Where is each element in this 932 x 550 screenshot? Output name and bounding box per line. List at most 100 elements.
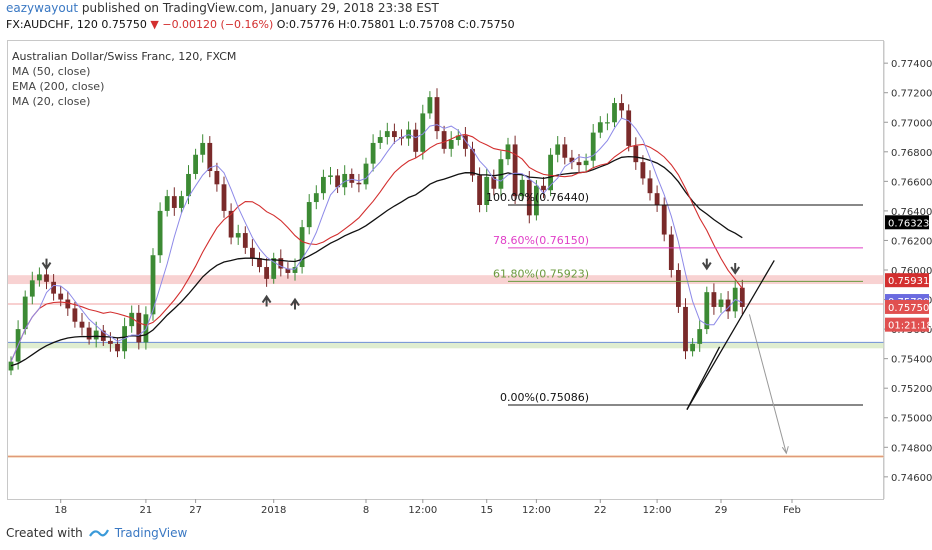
candle-body-8[interactable]: [65, 299, 71, 309]
candle-body-78[interactable]: [562, 144, 568, 158]
legend-ema200[interactable]: EMA (200, close): [12, 80, 104, 93]
candle-body-12[interactable]: [93, 330, 99, 340]
candle-body-99[interactable]: [711, 292, 717, 307]
ma20-line[interactable]: [10, 117, 743, 362]
candle-body-50[interactable]: [363, 163, 369, 185]
candle-body-20[interactable]: [150, 255, 156, 315]
marker-arrow-down-3[interactable]: [701, 258, 712, 271]
candle-body-60[interactable]: [434, 97, 440, 132]
candle-body-93[interactable]: [668, 234, 674, 270]
candle-body-51[interactable]: [370, 142, 376, 164]
candle-body-37[interactable]: [271, 258, 277, 279]
candle-body-24[interactable]: [179, 196, 184, 208]
candle-body-52[interactable]: [377, 137, 383, 143]
projection-arrow-line[interactable]: [748, 314, 787, 454]
candle-body-29[interactable]: [214, 171, 220, 185]
candle-body-38[interactable]: [278, 258, 284, 269]
candle-body-103[interactable]: [739, 287, 745, 307]
candle-body-59[interactable]: [427, 97, 433, 114]
candle-body-77[interactable]: [555, 144, 561, 155]
candle-body-66[interactable]: [477, 175, 482, 205]
candle-body-46[interactable]: [335, 175, 340, 188]
candle-body-58[interactable]: [420, 113, 426, 152]
candle-body-67[interactable]: [484, 176, 490, 205]
marker-arrow-down-0[interactable]: [41, 258, 52, 271]
candle-body-7[interactable]: [58, 293, 64, 300]
candle-body-74[interactable]: [534, 185, 539, 216]
candle-body-56[interactable]: [406, 129, 411, 139]
author-link[interactable]: eazywayout: [6, 1, 79, 15]
candle-body-81[interactable]: [583, 160, 589, 166]
candle-body-64[interactable]: [463, 135, 468, 149]
candle-body-61[interactable]: [441, 131, 447, 149]
candle-body-10[interactable]: [79, 321, 85, 328]
candle-body-2[interactable]: [22, 296, 28, 330]
candle-body-5[interactable]: [44, 274, 49, 282]
candle-body-95[interactable]: [683, 306, 688, 352]
candle-body-94[interactable]: [676, 270, 681, 307]
candle-body-23[interactable]: [171, 196, 177, 208]
candle-body-76[interactable]: [548, 154, 553, 191]
candle-body-48[interactable]: [349, 173, 355, 183]
legend-ma50[interactable]: MA (50, close): [12, 65, 90, 78]
candle-body-25[interactable]: [186, 173, 191, 197]
marker-arrow-down-4[interactable]: [730, 263, 741, 275]
candle-body-92[interactable]: [661, 204, 667, 235]
candle-body-26[interactable]: [193, 154, 198, 174]
ma50-line[interactable]: [10, 133, 743, 362]
candle-body-35[interactable]: [257, 258, 262, 268]
candle-body-41[interactable]: [299, 227, 305, 268]
trendline-0[interactable]: [686, 260, 775, 410]
candle-body-22[interactable]: [164, 196, 170, 211]
candle-body-72[interactable]: [519, 179, 525, 197]
candle-body-17[interactable]: [129, 312, 135, 327]
candle-body-32[interactable]: [235, 233, 241, 238]
candle-body-57[interactable]: [413, 129, 419, 152]
candle-body-100[interactable]: [718, 299, 724, 307]
candle-body-31[interactable]: [228, 210, 234, 238]
candle-body-6[interactable]: [51, 281, 56, 294]
candle-body-82[interactable]: [590, 132, 596, 161]
candle-body-43[interactable]: [313, 193, 319, 203]
candle-body-18[interactable]: [136, 312, 142, 343]
candle-body-9[interactable]: [72, 308, 78, 322]
candle-body-87[interactable]: [626, 110, 632, 146]
candle-body-21[interactable]: [157, 210, 163, 256]
marker-arrow-up-1[interactable]: [261, 294, 272, 307]
candle-body-42[interactable]: [306, 202, 312, 228]
candle-body-91[interactable]: [654, 193, 660, 205]
candle-body-54[interactable]: [392, 131, 397, 138]
candle-body-40[interactable]: [292, 267, 298, 273]
marker-arrow-up-2[interactable]: [290, 297, 300, 310]
candle-body-3[interactable]: [29, 280, 35, 297]
candle-body-0[interactable]: [8, 361, 14, 371]
candle-body-97[interactable]: [697, 329, 703, 344]
candle-body-47[interactable]: [342, 173, 348, 188]
candle-body-33[interactable]: [242, 233, 248, 248]
legend-ma20[interactable]: MA (20, close): [12, 95, 90, 108]
candle-body-34[interactable]: [250, 247, 255, 259]
candle-body-27[interactable]: [200, 142, 206, 155]
candle-body-65[interactable]: [470, 148, 475, 176]
candle-body-28[interactable]: [207, 142, 213, 172]
candle-body-69[interactable]: [498, 159, 504, 189]
candle-body-30[interactable]: [221, 184, 227, 211]
candle-body-11[interactable]: [86, 327, 92, 340]
candle-body-36[interactable]: [264, 267, 269, 279]
candle-body-15[interactable]: [115, 343, 120, 352]
candle-body-62[interactable]: [448, 139, 454, 149]
candle-body-49[interactable]: [356, 182, 362, 185]
candle-body-14[interactable]: [108, 340, 113, 344]
candle-body-4[interactable]: [37, 274, 42, 281]
candle-body-45[interactable]: [328, 175, 333, 177]
candle-body-68[interactable]: [491, 176, 497, 189]
candle-body-71[interactable]: [512, 144, 518, 197]
candle-body-98[interactable]: [704, 292, 710, 330]
candle-body-53[interactable]: [384, 131, 390, 138]
candle-body-84[interactable]: [605, 122, 610, 124]
candle-body-39[interactable]: [285, 268, 291, 273]
candle-body-88[interactable]: [633, 145, 639, 163]
candle-body-96[interactable]: [690, 343, 695, 352]
candle-body-85[interactable]: [612, 103, 617, 123]
candle-body-89[interactable]: [640, 162, 646, 179]
